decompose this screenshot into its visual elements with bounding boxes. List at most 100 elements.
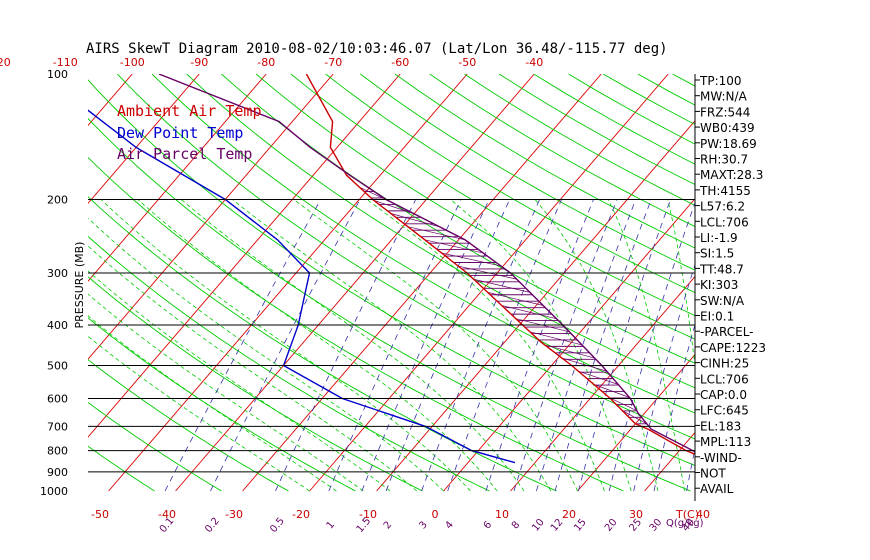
dry-adiabat-line (88, 276, 423, 492)
dry-adiabat-line (221, 74, 695, 364)
cape-hatch-line (593, 384, 630, 398)
mixing-ratio-line (536, 199, 637, 492)
isotherm-line (88, 74, 200, 205)
index-text: EL:183 (700, 419, 741, 433)
dry-adiabat-line (742, 74, 870, 491)
top-temp-tick-label: -70 (324, 56, 342, 69)
pressure-tick-label: 700 (47, 420, 68, 433)
index-text: SI:1.5 (700, 247, 734, 261)
moist-adiabat-line (450, 199, 632, 492)
dry-adiabat-line (360, 74, 695, 271)
cape-hatch-line (407, 226, 466, 241)
mixing-ratio-label: 6 (482, 519, 495, 531)
top-temp-tick-label: -50 (458, 56, 476, 69)
index-text: LCL:706 (700, 372, 749, 386)
index-text: LI:-1.9 (700, 231, 738, 245)
cape-hatch-line (473, 278, 531, 293)
mixing-ratio-line (485, 199, 594, 492)
index-text: LCL:706 (700, 215, 749, 229)
mixing-ratio-line (633, 263, 695, 492)
dry-adiabat-line (498, 74, 695, 186)
isotherm-line (88, 74, 334, 360)
index-text: CAPE:1223 (700, 341, 766, 355)
pressure-tick-label: 400 (47, 319, 68, 332)
pressure-tick-label: 800 (47, 445, 68, 458)
isotherm-line (577, 353, 695, 492)
isotherm-line (644, 431, 695, 492)
index-text: TP:100 (699, 74, 742, 88)
bottom-temp-tick-label: 20 (562, 508, 576, 521)
index-text: -WIND- (700, 451, 742, 465)
cape-hatch-line (390, 213, 440, 227)
dry-adiabat-line (811, 74, 870, 491)
mixing-ratio-label: 0.5 (268, 516, 287, 535)
moist-adiabat-line (137, 199, 498, 492)
index-text: NOT (700, 467, 726, 481)
dry-adiabat-line (777, 74, 870, 491)
top-temp-tick-label: -60 (391, 56, 409, 69)
dry-adiabat-line (88, 156, 624, 492)
dry-adiabat-line (88, 196, 557, 492)
moist-adiabat-line (88, 270, 391, 492)
dry-adiabat-line (846, 74, 870, 491)
mixing-ratio-line (554, 199, 652, 492)
mixing-ratio-line (653, 323, 695, 492)
dry-adiabat-line (464, 74, 695, 206)
index-text: TH:4155 (699, 184, 751, 198)
index-text: RH:30.7 (700, 153, 748, 167)
mixing-ratio-label: 30 (648, 517, 665, 534)
moist-adiabat-line (88, 245, 418, 492)
cape-hatch-line (373, 200, 414, 214)
mixing-ratio-line (513, 199, 618, 492)
dry-adiabat-line (88, 401, 222, 492)
mixing-ratio-label: 3 (417, 519, 430, 531)
mixing-ratio-label: 20 (603, 517, 620, 534)
mixing-ratio-unit-label: Q(g/kg) (666, 518, 704, 529)
index-text: TT:48.7 (699, 262, 744, 276)
bottom-temp-tick-label: 0 (432, 508, 439, 521)
cape-hatching (359, 186, 647, 425)
index-text: MAXT:28.3 (700, 168, 763, 182)
pressure-tick-label: 200 (47, 194, 68, 207)
top-temp-tick-label: -120 (0, 56, 11, 69)
bottom-temp-tick-label: 30 (629, 508, 643, 521)
legend-item: Air Parcel Temp (117, 145, 252, 163)
dry-adiabat-line (290, 74, 695, 317)
dry-adiabat-line (151, 74, 695, 414)
dry-adiabat-line (88, 359, 289, 492)
bottom-temp-tick-label: -50 (91, 508, 109, 521)
legend-item: Dew Point Temp (117, 124, 243, 142)
dry-adiabat-line (116, 74, 695, 440)
legend-item: Ambient Air Temp (117, 102, 262, 120)
y-axis-label: PRESSURE (MB) (73, 242, 86, 329)
cape-hatch-line (622, 410, 647, 425)
cape-hatch-line (529, 331, 583, 346)
cape-hatch-line (441, 252, 502, 267)
dry-adiabat-line (255, 74, 695, 340)
top-temp-tick-label: -110 (53, 56, 78, 69)
dry-adiabat-line (88, 235, 490, 492)
cape-hatch-line (544, 344, 595, 359)
legend: Ambient Air Temp Dew Point Temp Air Parcel… (117, 102, 262, 163)
pressure-tick-label: 500 (47, 359, 68, 372)
chart-title: AIRS SkewT Diagram 2010-08-02/10:03:46.0… (86, 41, 668, 57)
isotherm-line (88, 74, 267, 282)
index-text: -PARCEL- (700, 325, 754, 339)
mixing-ratio-line (421, 199, 540, 492)
mixing-ratio-label: 4 (444, 519, 457, 531)
index-text: KI:303 (700, 278, 738, 292)
index-text: EI:0.1 (700, 310, 734, 324)
index-text: AVAIL (700, 482, 734, 496)
dry-adiabat-line (88, 79, 695, 467)
mixing-ratio-label: 10 (530, 517, 547, 534)
bottom-temp-tick-label: 40 (696, 508, 710, 521)
mixing-ratio-line (447, 199, 562, 492)
isotherm-line (88, 74, 401, 438)
cape-hatch-line (608, 397, 637, 411)
dry-adiabat-line (88, 445, 155, 492)
index-text: L57:6.2 (700, 200, 745, 214)
mixing-ratio-label: 0.2 (203, 516, 222, 535)
index-text: CINH:25 (700, 357, 749, 371)
index-text: LFC:645 (700, 404, 749, 418)
